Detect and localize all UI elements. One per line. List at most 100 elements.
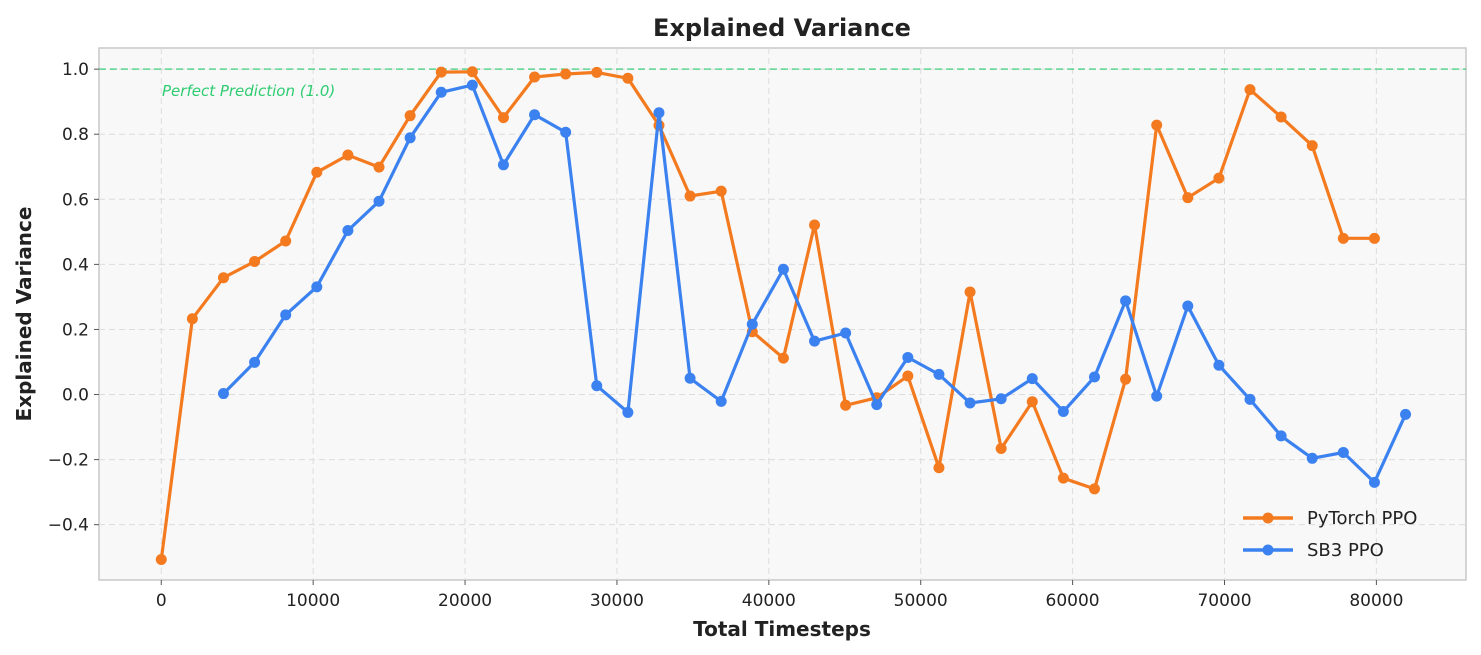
data-point-sb3-ppo <box>311 281 323 293</box>
data-point-sb3-ppo <box>249 356 261 368</box>
x-tick-label: 60000 <box>1046 591 1100 611</box>
data-point-sb3-ppo <box>1306 452 1318 464</box>
data-point-sb3-ppo <box>809 335 821 347</box>
x-tick-label: 40000 <box>742 591 796 611</box>
data-point-pytorch-ppo <box>591 66 603 78</box>
data-point-pytorch-ppo <box>902 370 914 382</box>
y-tick-label: 0.8 <box>62 125 89 145</box>
series-line-pytorch-ppo <box>159 70 1377 562</box>
data-point-pytorch-ppo <box>1368 232 1380 244</box>
data-point-pytorch-ppo <box>809 219 821 231</box>
data-point-sb3-ppo <box>342 225 354 237</box>
data-point-sb3-ppo <box>684 372 696 384</box>
x-tick-label: 50000 <box>894 591 948 611</box>
data-point-sb3-ppo <box>1368 476 1380 488</box>
x-axis-label: Total Timesteps <box>693 617 871 641</box>
data-point-sb3-ppo <box>1151 390 1163 402</box>
data-point-sb3-ppo <box>746 318 758 330</box>
data-point-pytorch-ppo <box>466 66 478 78</box>
x-tick-label: 0 <box>156 591 167 611</box>
data-point-pytorch-ppo <box>840 399 852 411</box>
legend-label-sb3-ppo: SB3 PPO <box>1307 540 1384 561</box>
x-tick-label: 10000 <box>286 591 340 611</box>
data-point-sb3-ppo <box>1275 430 1287 442</box>
x-tick-label: 30000 <box>590 591 644 611</box>
data-point-pytorch-ppo <box>1120 373 1132 385</box>
data-point-pytorch-ppo <box>529 71 541 83</box>
y-tick-label: 1.0 <box>62 60 89 80</box>
data-point-pytorch-ppo <box>1088 483 1100 495</box>
legend-marker-sb3-ppo <box>1262 544 1274 556</box>
data-point-sb3-ppo <box>933 368 945 380</box>
data-point-pytorch-ppo <box>1275 111 1287 123</box>
y-tick-label: 0.0 <box>62 386 89 406</box>
data-point-sb3-ppo <box>404 132 416 144</box>
y-tick-label: 0.2 <box>62 320 89 340</box>
data-point-pytorch-ppo <box>249 255 261 267</box>
data-point-sb3-ppo <box>622 406 634 418</box>
data-point-pytorch-ppo <box>560 68 572 80</box>
data-point-pytorch-ppo <box>995 443 1007 455</box>
data-point-sb3-ppo <box>560 126 572 138</box>
data-point-pytorch-ppo <box>1057 472 1069 484</box>
data-point-sb3-ppo <box>871 399 883 411</box>
x-tick-label: 80000 <box>1349 591 1403 611</box>
data-point-sb3-ppo <box>995 393 1007 405</box>
data-point-pytorch-ppo <box>155 554 167 566</box>
axis-ticks: 0 10000 20000 30000 40000 50000 60000 70000 8000… <box>48 60 1404 611</box>
data-point-pytorch-ppo <box>435 66 447 78</box>
data-point-sb3-ppo <box>1244 393 1256 405</box>
data-point-pytorch-ppo <box>1337 232 1349 244</box>
plot-area <box>98 47 1467 581</box>
data-point-sb3-ppo <box>373 195 385 207</box>
data-point-pytorch-ppo <box>933 462 945 474</box>
chart-title: Explained Variance <box>653 14 911 42</box>
data-point-pytorch-ppo <box>280 235 292 247</box>
data-point-sb3-ppo <box>1120 295 1132 307</box>
data-point-sb3-ppo <box>529 109 541 121</box>
data-point-pytorch-ppo <box>715 185 727 197</box>
data-point-sb3-ppo <box>902 351 914 363</box>
data-point-sb3-ppo <box>280 309 292 321</box>
data-point-pytorch-ppo <box>1213 172 1225 184</box>
data-point-sb3-ppo <box>1337 446 1349 458</box>
data-point-pytorch-ppo <box>497 112 509 124</box>
data-point-pytorch-ppo <box>777 352 789 364</box>
data-point-pytorch-ppo <box>311 166 323 178</box>
data-point-sb3-ppo <box>1057 405 1069 417</box>
series-group <box>155 66 1412 566</box>
data-point-sb3-ppo <box>466 79 478 91</box>
data-point-pytorch-ppo <box>1026 396 1038 408</box>
data-point-pytorch-ppo <box>404 110 416 122</box>
data-point-sb3-ppo <box>435 86 447 98</box>
data-point-sb3-ppo <box>591 380 603 392</box>
data-point-pytorch-ppo <box>373 161 385 173</box>
data-point-pytorch-ppo <box>1182 192 1194 204</box>
data-point-pytorch-ppo <box>684 190 696 202</box>
reference-line-annotation: Perfect Prediction (1.0) <box>162 82 335 100</box>
data-point-pytorch-ppo <box>342 149 354 161</box>
data-point-pytorch-ppo <box>1306 140 1318 152</box>
data-point-sb3-ppo <box>1088 371 1100 383</box>
legend: PyTorch PPO SB3 PPO <box>1243 508 1417 561</box>
data-point-sb3-ppo <box>497 159 509 171</box>
data-point-sb3-ppo <box>1400 408 1412 420</box>
data-point-sb3-ppo <box>715 395 727 407</box>
data-point-pytorch-ppo <box>1151 119 1163 131</box>
data-point-sb3-ppo <box>777 263 789 275</box>
x-tick-label: 70000 <box>1197 591 1251 611</box>
data-point-sb3-ppo <box>1026 373 1038 385</box>
data-point-sb3-ppo <box>217 388 229 400</box>
legend-marker-pytorch-ppo <box>1262 512 1274 524</box>
data-point-sb3-ppo <box>1213 359 1225 371</box>
y-tick-label: 0.4 <box>62 255 89 275</box>
data-point-sb3-ppo <box>840 327 852 339</box>
y-tick-label: −0.4 <box>48 516 89 536</box>
y-tick-label: 0.6 <box>62 190 89 210</box>
y-axis-label: Explained Variance <box>12 207 36 422</box>
data-point-sb3-ppo <box>653 107 665 119</box>
data-point-sb3-ppo <box>964 397 976 409</box>
data-point-pytorch-ppo <box>1244 84 1256 96</box>
data-point-pytorch-ppo <box>186 313 198 325</box>
